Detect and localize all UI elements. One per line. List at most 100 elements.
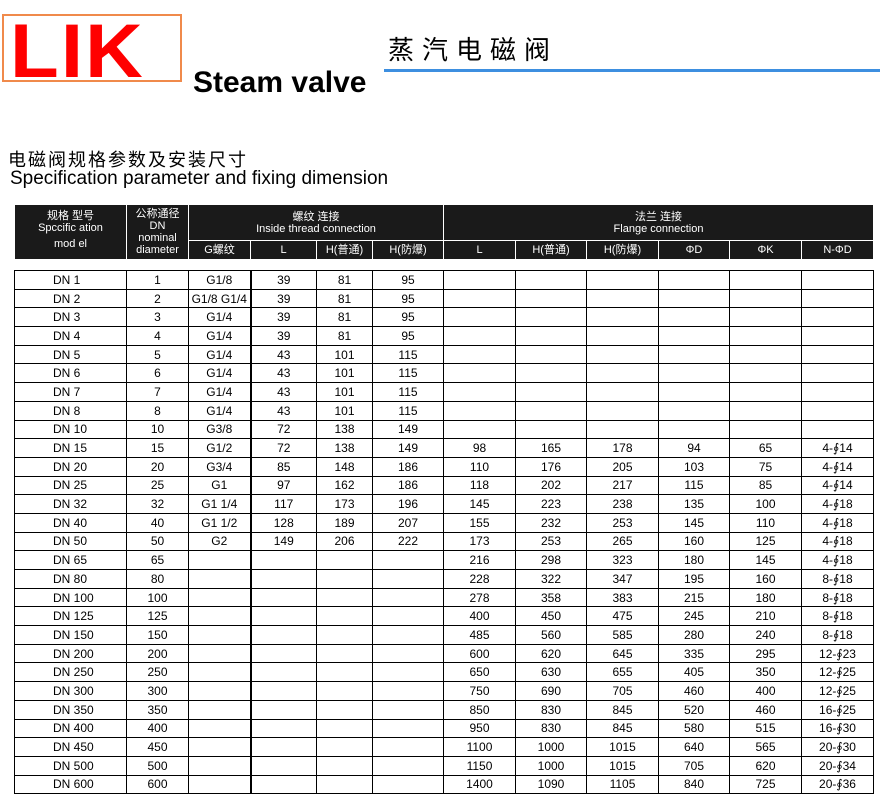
table-cell: [801, 419, 874, 440]
table-cell: DN 10: [14, 419, 127, 440]
table-cell: 8: [126, 400, 189, 421]
product-title-en: Steam valve: [193, 66, 367, 99]
table-cell: DN 4: [14, 326, 127, 346]
table-cell: [801, 288, 874, 309]
table-row: DN 10 10 G3/8 72 138 149: [14, 419, 874, 440]
table-cell: [443, 344, 516, 365]
table-cell: [249, 755, 317, 776]
table-cell: [586, 270, 659, 290]
table-cell: [188, 625, 251, 645]
table-cell: 645: [586, 643, 659, 664]
table-cell: 150: [126, 625, 189, 645]
table-cell: G1: [188, 475, 251, 496]
table-cell: [372, 662, 444, 683]
table-cell: 72: [249, 419, 317, 440]
table-cell: 176: [515, 456, 587, 477]
table-cell: [658, 363, 730, 384]
table-cell: [249, 587, 317, 608]
table-cell: 705: [658, 755, 730, 776]
table-cell: 400: [729, 681, 802, 701]
table-cell: 253: [586, 512, 659, 533]
table-cell: 4-∮18: [801, 531, 874, 552]
table-cell: G1/4: [188, 382, 251, 402]
table-cell: 12-∮25: [801, 681, 874, 701]
table-cell: 186: [372, 456, 444, 477]
table-cell: 950: [443, 718, 516, 739]
table-cell: [443, 270, 516, 290]
table-cell: [372, 718, 444, 739]
table-cell: 138: [316, 419, 373, 440]
table-row: DN 3 3 G1/4 39 81 95: [14, 307, 874, 328]
table-row: DN 6 6 G1/4 43 101 115: [14, 363, 874, 384]
table-cell: [188, 681, 251, 701]
table-cell: 110: [443, 456, 516, 477]
table-cell: 100: [729, 494, 802, 514]
table-cell: [443, 363, 516, 384]
table-cell: 196: [372, 494, 444, 514]
table-cell: [801, 400, 874, 421]
table-cell: 485: [443, 625, 516, 645]
table-cell: DN 250: [14, 662, 127, 683]
table-cell: 43: [249, 382, 317, 402]
table-cell: [316, 587, 373, 608]
table-cell: 81: [316, 307, 373, 328]
table-cell: 95: [372, 270, 444, 290]
table-cell: 95: [372, 288, 444, 309]
table-cell: 400: [126, 718, 189, 739]
table-cell: 178: [586, 438, 659, 458]
table-cell: [443, 419, 516, 440]
table-cell: [249, 569, 317, 589]
table-cell: 350: [729, 662, 802, 683]
table-cell: 358: [515, 587, 587, 608]
table-cell: 8-∮18: [801, 587, 874, 608]
table-cell: [586, 344, 659, 365]
table-cell: [658, 400, 730, 421]
table-cell: 585: [586, 625, 659, 645]
table-cell: 4-∮14: [801, 475, 874, 496]
table-cell: 85: [249, 456, 317, 477]
table-cell: [249, 774, 317, 795]
table-cell: 830: [515, 699, 587, 720]
table-cell: G1/4: [188, 344, 251, 365]
header-thread-group: 螺纹 连接 Inside thread connection: [188, 204, 444, 241]
table-cell: [188, 737, 251, 757]
table-cell: G1/8: [188, 270, 251, 290]
table-cell: [188, 774, 251, 795]
table-row: DN 500 500 1150 1000 1015 705 620 20-∮34: [14, 755, 874, 776]
table-cell: [729, 419, 802, 440]
table-row: DN 450 450 1100 1000 1015 640 565 20-∮30: [14, 737, 874, 757]
table-cell: 155: [443, 512, 516, 533]
table-cell: 323: [586, 550, 659, 570]
table-cell: DN 3: [14, 307, 127, 328]
table-cell: [515, 344, 587, 365]
table-cell: 520: [658, 699, 730, 720]
table-cell: G1/8 G1/4: [188, 288, 251, 309]
table-cell: 117: [249, 494, 317, 514]
table-cell: [443, 288, 516, 309]
table-cell: [801, 344, 874, 365]
table-cell: 850: [443, 699, 516, 720]
table-cell: 39: [249, 307, 317, 328]
table-cell: 400: [443, 606, 516, 627]
table-cell: [586, 382, 659, 402]
header-thread-l: L: [250, 240, 317, 260]
table-cell: 278: [443, 587, 516, 608]
table-cell: G2: [188, 531, 251, 552]
table-cell: 4-∮18: [801, 550, 874, 570]
table-row: DN 50 50 G2 149 206 222 173 253 265 160 125 4-∮18: [14, 531, 874, 552]
table-cell: 173: [316, 494, 373, 514]
table-row: DN 1 1 G1/8 39 81 95: [14, 270, 874, 290]
table-cell: 95: [372, 307, 444, 328]
table-cell: 50: [126, 531, 189, 552]
table-cell: 25: [126, 475, 189, 496]
table-cell: 180: [658, 550, 730, 570]
table-cell: DN 350: [14, 699, 127, 720]
table-cell: DN 450: [14, 737, 127, 757]
table-cell: [586, 419, 659, 440]
table-cell: 65: [729, 438, 802, 458]
table-cell: 830: [515, 718, 587, 739]
table-cell: 223: [515, 494, 587, 514]
table-row: DN 32 32 G1 1/4 117 173 196 145 223 238 135 100 4-∮…: [14, 494, 874, 514]
header-flange-phi-d: ΦD: [658, 240, 730, 260]
table-cell: [658, 344, 730, 365]
